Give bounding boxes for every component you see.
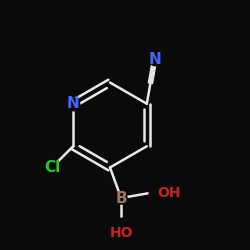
Text: N: N [67,96,80,111]
Text: OH: OH [157,186,180,200]
Text: Cl: Cl [44,160,60,175]
Text: N: N [148,52,161,67]
Text: B: B [115,190,127,206]
Text: HO: HO [109,226,133,239]
